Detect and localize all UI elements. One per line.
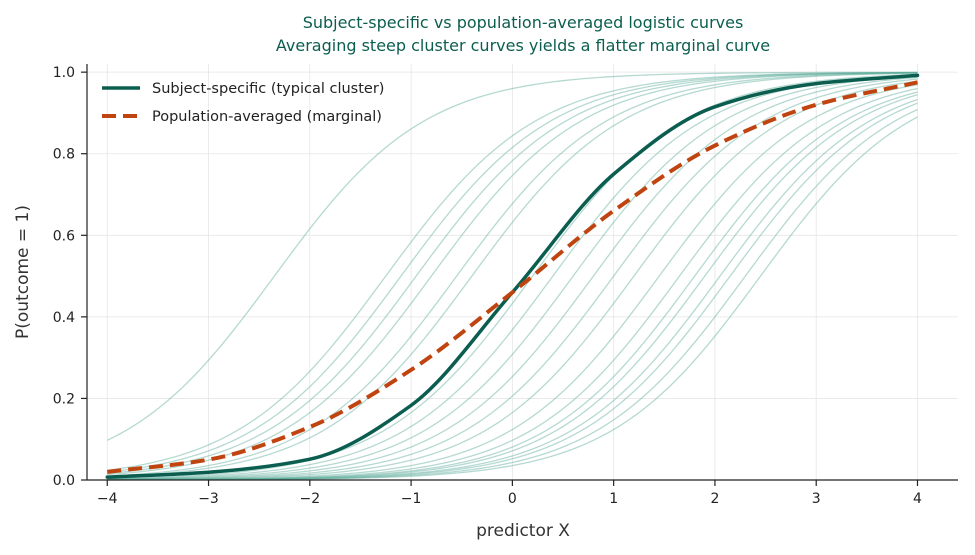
x-tick-label: −2 [299,491,320,507]
cluster-curve-8 [107,73,918,480]
cluster-curve-2 [107,71,918,471]
y-tick-label: 0.0 [53,473,75,489]
cluster-curve-12 [107,78,918,481]
main-curves [105,73,920,479]
x-tick-label: 0 [508,491,517,507]
cluster-curve-11 [107,76,918,481]
cluster-curve-19 [107,102,918,481]
x-tick-label: −3 [198,491,219,507]
x-tick-label: 4 [913,491,922,507]
cluster-curve-14 [107,84,918,481]
legend-label-subject-specific: Subject-specific (typical cluster) [152,81,384,97]
y-axis-label: P(outcome = 1) [13,205,33,339]
chart-title: Subject-specific vs population-averaged … [303,13,744,32]
y-tick-label: 1.0 [53,65,75,81]
cluster-curve-15 [107,87,918,481]
y-tick-label: 0.4 [53,310,75,326]
cluster-curve-10 [107,75,918,480]
cluster-curve-18 [107,98,918,481]
legend-label-population-averaged: Population-averaged (marginal) [152,109,382,125]
cluster-curve-6 [107,72,918,477]
axes [86,64,958,481]
x-tick-label: 3 [812,491,821,507]
series-line-population-averaged [107,80,918,474]
y-tick-label: 0.8 [53,147,75,163]
x-ticks: −4 −3 −2 −1 0 1 2 3 4 [97,480,922,507]
cluster-curves [106,71,918,481]
cluster-curve-3 [107,71,918,473]
cluster-curve-1 [106,71,918,441]
y-tick-label: 0.6 [53,228,75,244]
cluster-curve-4 [107,72,918,475]
chart-subtitle: Averaging steep cluster curves yields a … [276,36,770,55]
x-tick-label: 2 [710,491,719,507]
cluster-curve-13 [107,80,918,481]
cluster-curve-16 [107,91,918,481]
x-axis-label: predictor X [476,521,570,541]
y-ticks: 0.0 0.2 0.4 0.6 0.8 1.0 [53,65,87,489]
x-tick-label: −1 [401,491,422,507]
cluster-curve-7 [107,72,918,478]
y-tick-label: 0.2 [53,391,75,407]
x-tick-label: 1 [609,491,618,507]
x-tick-label: −4 [97,491,118,507]
cluster-curve-17 [107,94,918,481]
gridlines [87,64,958,481]
legend: Subject-specific (typical cluster) Popul… [102,81,384,125]
